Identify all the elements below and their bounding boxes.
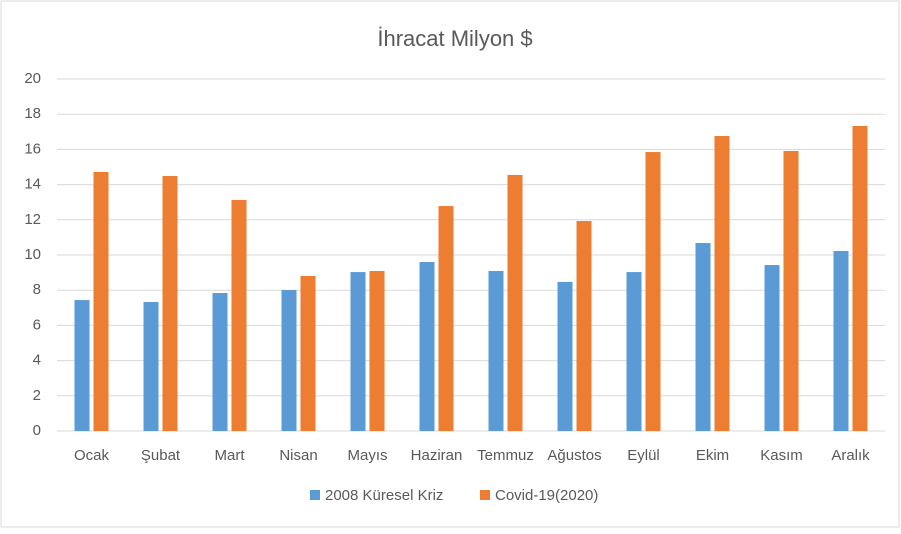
x-tick-label: Ekim xyxy=(696,447,729,464)
x-tick-label: Aralık xyxy=(831,447,870,464)
bar xyxy=(833,250,849,431)
y-tick-label: 4 xyxy=(33,352,41,369)
bar xyxy=(300,275,316,431)
y-tick-label: 12 xyxy=(24,211,41,228)
chart-title: İhracat Milyon $ xyxy=(377,26,532,51)
x-tick-label: Temmuz xyxy=(477,447,534,464)
bar xyxy=(419,262,435,431)
bar xyxy=(695,243,711,431)
legend-label: 2008 Küresel Kriz xyxy=(325,487,443,504)
bar xyxy=(764,265,780,431)
bar xyxy=(714,136,730,432)
bar xyxy=(162,175,178,431)
bar xyxy=(231,199,247,431)
x-tick-label: Ocak xyxy=(74,447,110,464)
y-tick-label: 14 xyxy=(24,176,41,193)
x-tick-label: Kasım xyxy=(760,447,803,464)
y-tick-label: 6 xyxy=(33,316,41,333)
x-tick-label: Ağustos xyxy=(547,447,601,464)
bar xyxy=(74,300,90,431)
bar xyxy=(212,293,228,431)
bar xyxy=(576,221,592,431)
bar xyxy=(143,301,159,431)
y-tick-label: 10 xyxy=(24,246,41,263)
x-tick-label: Mayıs xyxy=(347,447,387,464)
bar xyxy=(488,271,504,431)
y-tick-label: 8 xyxy=(33,281,41,298)
bar xyxy=(852,125,868,431)
bar xyxy=(369,271,385,431)
y-tick-label: 20 xyxy=(24,70,41,87)
bar xyxy=(507,174,523,432)
y-tick-label: 0 xyxy=(33,422,41,439)
legend-label: Covid-19(2020) xyxy=(495,487,598,504)
bar xyxy=(350,272,366,431)
x-tick-label: Nisan xyxy=(279,447,317,464)
y-tick-label: 18 xyxy=(24,105,41,122)
bar xyxy=(281,290,297,431)
bar xyxy=(557,281,573,431)
x-tick-label: Haziran xyxy=(411,447,463,464)
bar xyxy=(93,171,109,432)
legend-swatch xyxy=(310,490,320,500)
y-tick-label: 16 xyxy=(24,140,41,157)
x-tick-label: Şubat xyxy=(141,447,181,464)
x-tick-label: Eylül xyxy=(627,447,660,464)
bar xyxy=(626,272,642,431)
legend-swatch xyxy=(480,490,490,500)
bar xyxy=(783,150,799,431)
y-tick-label: 2 xyxy=(33,387,41,404)
x-tick-label: Mart xyxy=(215,447,246,464)
bar xyxy=(438,206,454,431)
bar xyxy=(645,152,661,432)
